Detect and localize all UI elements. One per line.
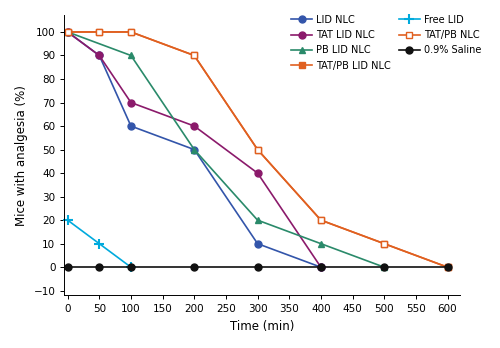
Legend: LID NLC, TAT LID NLC, PB LID NLC, TAT/PB LID NLC, Free LID, TAT/PB NLC, 0.9% Sal: LID NLC, TAT LID NLC, PB LID NLC, TAT/PB… [291, 15, 482, 71]
TAT/PB NLC [318, 218, 324, 222]
TAT LID NLC [96, 53, 102, 57]
TAT/PB LID NLC [254, 148, 260, 152]
0.9% Saline [64, 265, 70, 269]
TAT/PB LID NLC [318, 218, 324, 222]
0.9% Saline [444, 265, 450, 269]
0.9% Saline [381, 265, 387, 269]
TAT LID NLC [254, 171, 260, 175]
Free LID [96, 242, 102, 246]
TAT LID NLC [64, 30, 70, 34]
0.9% Saline [192, 265, 198, 269]
TAT LID NLC [318, 265, 324, 269]
TAT/PB LID NLC [64, 30, 70, 34]
TAT LID NLC [128, 101, 134, 105]
Line: Free LID: Free LID [63, 215, 136, 272]
PB LID NLC [192, 148, 198, 152]
TAT/PB LID NLC [96, 30, 102, 34]
PB LID NLC [254, 218, 260, 222]
LID NLC [96, 53, 102, 57]
Line: TAT/PB LID NLC: TAT/PB LID NLC [64, 29, 451, 271]
0.9% Saline [318, 265, 324, 269]
Line: TAT LID NLC: TAT LID NLC [64, 29, 324, 271]
TAT/PB NLC [96, 30, 102, 34]
Line: PB LID NLC: PB LID NLC [64, 29, 388, 271]
PB LID NLC [64, 30, 70, 34]
0.9% Saline [254, 265, 260, 269]
LID NLC [64, 30, 70, 34]
LID NLC [254, 242, 260, 246]
TAT/PB NLC [381, 242, 387, 246]
Line: LID NLC: LID NLC [64, 29, 324, 271]
Line: 0.9% Saline: 0.9% Saline [64, 264, 451, 271]
PB LID NLC [128, 53, 134, 57]
TAT/PB LID NLC [192, 53, 198, 57]
TAT LID NLC [192, 124, 198, 128]
0.9% Saline [96, 265, 102, 269]
PB LID NLC [318, 242, 324, 246]
TAT/PB NLC [128, 30, 134, 34]
X-axis label: Time (min): Time (min) [230, 320, 294, 333]
Free LID [128, 265, 134, 269]
TAT/PB NLC [64, 30, 70, 34]
LID NLC [128, 124, 134, 128]
TAT/PB LID NLC [381, 242, 387, 246]
TAT/PB LID NLC [128, 30, 134, 34]
TAT/PB NLC [192, 53, 198, 57]
LID NLC [192, 148, 198, 152]
TAT/PB LID NLC [444, 265, 450, 269]
Line: TAT/PB NLC: TAT/PB NLC [64, 29, 451, 271]
0.9% Saline [128, 265, 134, 269]
PB LID NLC [381, 265, 387, 269]
Y-axis label: Mice with analgesia (%): Mice with analgesia (%) [15, 85, 28, 226]
Free LID [64, 218, 70, 222]
LID NLC [318, 265, 324, 269]
TAT/PB NLC [444, 265, 450, 269]
TAT/PB NLC [254, 148, 260, 152]
